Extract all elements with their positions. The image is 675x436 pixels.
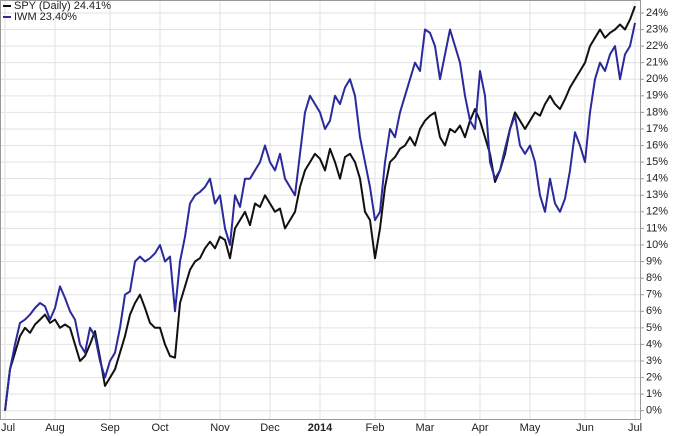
y-tick-label: 15%	[646, 156, 668, 168]
x-tick-label: Nov	[210, 422, 230, 434]
x-tick-label: Aug	[45, 422, 65, 434]
y-tick-label: 7%	[646, 289, 662, 301]
legend-label: SPY (Daily) 24.41%	[14, 0, 111, 12]
y-tick-label: 8%	[646, 272, 662, 284]
y-tick-label: 14%	[646, 173, 668, 185]
x-tick-label: Oct	[151, 422, 168, 434]
y-tick-label: 23%	[646, 23, 668, 35]
y-tick-label: 12%	[646, 206, 668, 218]
y-tick-label: 2%	[646, 371, 662, 383]
x-tick-label: Jun	[576, 422, 594, 434]
y-tick-label: 24%	[646, 7, 668, 19]
series-line	[4, 22, 636, 411]
series-line	[4, 5, 636, 411]
y-tick-label: 13%	[646, 189, 668, 201]
y-tick-label: 1%	[646, 388, 662, 400]
y-tick-label: 19%	[646, 90, 668, 102]
x-tick-label: 2014	[308, 422, 333, 434]
y-tick-label: 17%	[646, 123, 668, 135]
y-tick-label: 20%	[646, 73, 668, 85]
y-tick-label: 21%	[646, 57, 668, 69]
y-tick-label: 11%	[646, 222, 667, 234]
y-tick-label: 10%	[646, 239, 668, 251]
y-tick-label: 9%	[646, 255, 662, 267]
x-tick-label: May	[520, 422, 541, 434]
x-tick-label: Mar	[416, 422, 435, 434]
legend-label: IWM 23.40%	[14, 11, 77, 23]
y-tick-label: 6%	[646, 305, 662, 317]
x-tick-label: Dec	[260, 422, 280, 434]
y-tick-label: 22%	[646, 40, 668, 52]
y-tick-label: 0%	[646, 405, 662, 417]
x-tick-label: Jul	[628, 422, 642, 434]
y-tick-label: 3%	[646, 355, 662, 367]
y-tick-label: 16%	[646, 139, 668, 151]
x-tick-label: Jul	[1, 422, 15, 434]
y-tick-label: 18%	[646, 106, 668, 118]
x-tick-label: Feb	[366, 422, 385, 434]
y-tick-label: 4%	[646, 338, 662, 350]
x-tick-label: Apr	[471, 422, 488, 434]
x-tick-label: Sep	[100, 422, 120, 434]
y-tick-label: 5%	[646, 322, 662, 334]
